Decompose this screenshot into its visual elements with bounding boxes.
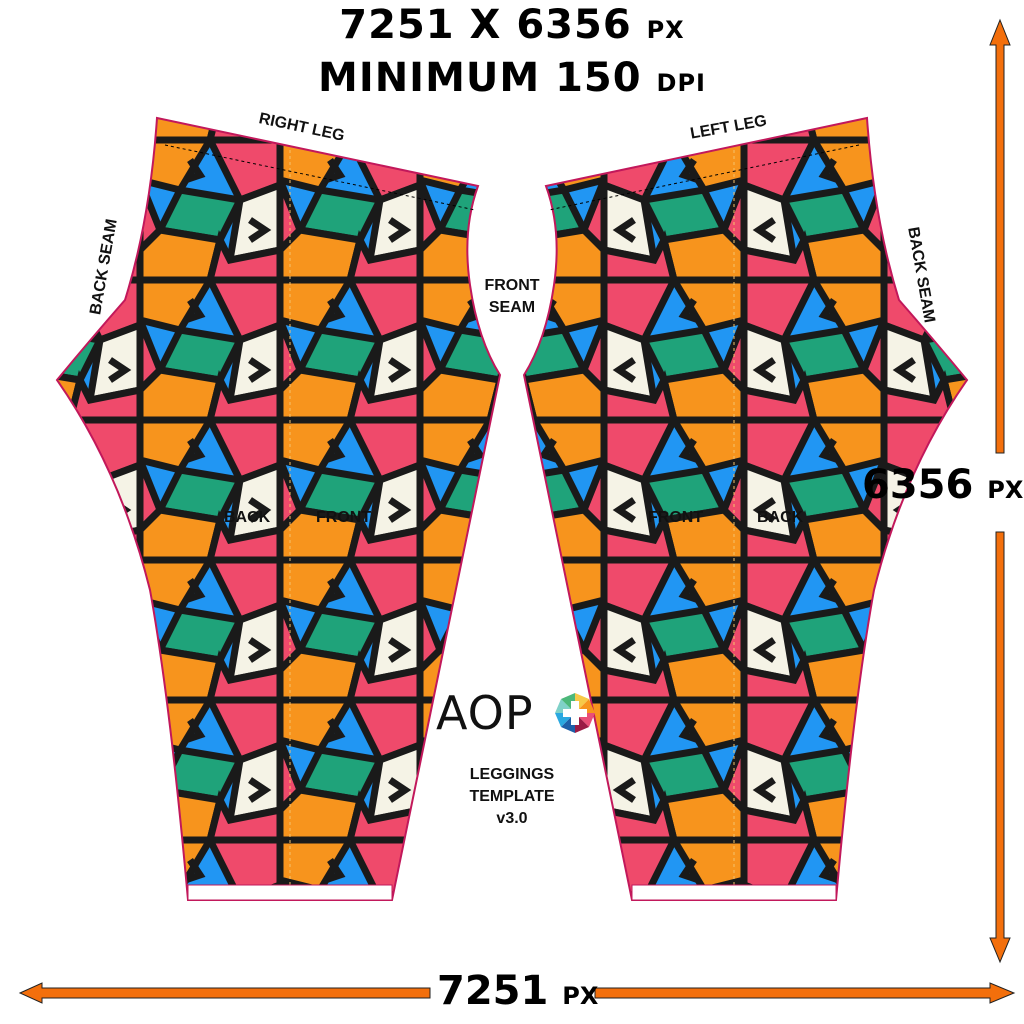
resolution-value: MINIMUM 150 [318, 55, 642, 101]
left-back-label: BACK [757, 509, 804, 526]
height-arrow-top [989, 18, 1011, 454]
product-line-2: TEMPLATE [469, 788, 555, 805]
height-arrow-bottom [989, 531, 1011, 964]
front-seam-line-2: SEAM [488, 299, 536, 316]
right-leg-piece [56, 117, 501, 901]
width-arrow-right [594, 982, 1016, 1004]
height-unit: PX [987, 476, 1024, 504]
left-front-label: FRONT [648, 509, 704, 526]
dimensions-value: 7251 X 6356 [339, 2, 632, 48]
left-leg-piece [523, 117, 968, 901]
product-line-1: LEGGINGS [469, 766, 555, 783]
dimensions-unit: PX [646, 16, 685, 44]
front-seam-label: FRONT SEAM [474, 275, 550, 319]
height-value: 6356 [862, 462, 974, 508]
aop-logo-text: AOP [436, 686, 534, 740]
right-front-label: FRONT [316, 509, 372, 526]
right-back-label: BACK [224, 509, 271, 526]
resolution-heading: MINIMUM 150 DPI [0, 55, 1024, 101]
front-seam-line-1: FRONT [484, 277, 540, 294]
product-line-3: v3.0 [496, 810, 528, 827]
dimensions-heading: 7251 X 6356 PX [0, 2, 1024, 48]
width-value: 7251 [437, 968, 549, 1014]
resolution-unit: DPI [656, 69, 706, 97]
aop-logo-icon [555, 693, 595, 733]
height-dimension-label: 6356 PX [862, 462, 1023, 508]
product-info: LEGGINGS TEMPLATE v3.0 [452, 764, 572, 830]
width-arrow-left [18, 982, 431, 1004]
width-dimension-label: 7251 PX [437, 968, 598, 1014]
width-unit: PX [562, 982, 599, 1010]
